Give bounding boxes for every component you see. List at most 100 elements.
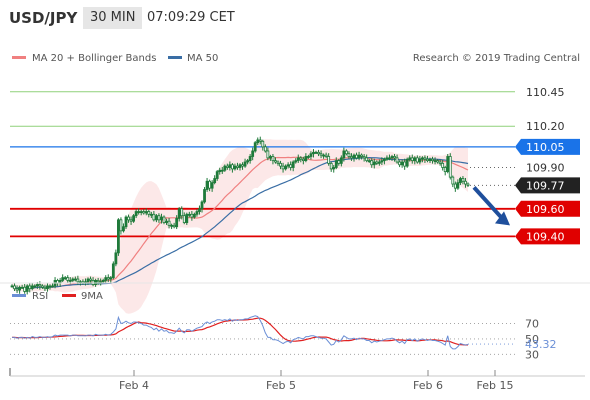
candle-body [372, 161, 376, 166]
candle [20, 284, 24, 289]
candle-body [122, 226, 125, 232]
candle-body [360, 154, 364, 157]
candle [233, 163, 237, 171]
price-levels [10, 91, 515, 238]
candle-body [167, 220, 171, 226]
candle [200, 200, 204, 213]
candle-body [195, 211, 199, 215]
candle-body [301, 158, 305, 162]
candle-body [458, 178, 462, 184]
candle [332, 165, 336, 173]
candle [172, 222, 176, 229]
candle-body [86, 278, 90, 283]
candle-body [68, 280, 72, 282]
candle [294, 158, 298, 164]
forecast-arrow-head [495, 211, 510, 226]
chart-header: USD/JPY 30 MIN 07:09:29 CET [0, 0, 590, 36]
candle-body [177, 208, 181, 219]
candle [301, 156, 305, 165]
candle-body [350, 156, 353, 159]
candle-body [466, 183, 470, 186]
candle-body [225, 165, 229, 168]
candle-body [198, 208, 201, 212]
candle [25, 284, 29, 295]
price-tag-label-2: 110.05 [526, 141, 565, 154]
candle [263, 144, 267, 153]
candle-body [443, 167, 447, 173]
x-tick-label-3: Feb 15 [477, 379, 514, 392]
ma20-legend-swatch [12, 56, 26, 59]
candle-body [332, 167, 336, 170]
bollinger-bands [12, 139, 468, 314]
candle-body [385, 157, 389, 160]
candle-body [119, 219, 123, 232]
candle [192, 212, 196, 219]
candle [13, 283, 16, 292]
price-tag-label-3: 109.90 [526, 162, 565, 175]
ma50-legend-label: MA 50 [187, 53, 218, 64]
candle-body [157, 215, 161, 221]
candle-body [241, 164, 244, 167]
candle [410, 154, 414, 164]
candle [448, 153, 452, 180]
candle [18, 285, 22, 294]
candle-body [266, 150, 270, 159]
candle [175, 215, 179, 230]
candle-body [423, 157, 427, 160]
candle [408, 155, 412, 162]
candle-body [367, 160, 371, 163]
candle-body [137, 211, 141, 213]
candle [170, 223, 174, 230]
candle-body [339, 157, 343, 164]
candle [334, 157, 338, 170]
candle [104, 275, 108, 283]
candle [63, 276, 67, 280]
candle-body [319, 153, 323, 156]
candle-body [111, 263, 115, 279]
candle [271, 154, 275, 165]
candle-body [43, 286, 47, 290]
candle [165, 218, 168, 225]
candle-body [15, 288, 19, 291]
candle [367, 158, 371, 163]
candle-body [154, 215, 158, 221]
price-tags: 110.45 110.20 110.05 109.90 109.77 109.60 109.… [515, 86, 580, 245]
ma20-legend-label: MA 20 + Bollinger Bands [32, 53, 156, 64]
candle [441, 160, 445, 171]
price-tag-bg-2 [515, 138, 580, 155]
candle-body [456, 182, 460, 189]
forecast-arrow [472, 186, 510, 226]
candle-body [172, 224, 176, 228]
candle [251, 147, 255, 161]
candle [319, 150, 323, 159]
candle [390, 154, 394, 161]
candle [405, 157, 409, 168]
candle [195, 209, 199, 217]
candle [261, 139, 265, 151]
candle-body [101, 280, 105, 283]
candle-body [33, 285, 37, 288]
candle-body [114, 252, 118, 265]
candle-body [23, 286, 27, 292]
candle [398, 160, 402, 168]
candle [41, 284, 44, 289]
candle [309, 151, 313, 160]
candle-body [238, 164, 242, 168]
candle-body [355, 154, 358, 159]
rsi-level-label-0: 70 [525, 318, 539, 331]
candle-body [10, 285, 14, 288]
timeframe-badge[interactable]: 30 MIN [83, 7, 143, 29]
candle [220, 166, 224, 174]
candle [160, 213, 163, 224]
candle [23, 283, 27, 294]
candle-body [190, 213, 194, 218]
candle-body [400, 161, 404, 166]
candle-body [215, 171, 219, 179]
candle-body [382, 158, 386, 162]
candle-body [441, 162, 445, 168]
candle-body [299, 157, 303, 160]
candle [205, 177, 209, 192]
candle [375, 160, 379, 166]
candle-body [208, 180, 212, 189]
candle-body [296, 157, 300, 162]
